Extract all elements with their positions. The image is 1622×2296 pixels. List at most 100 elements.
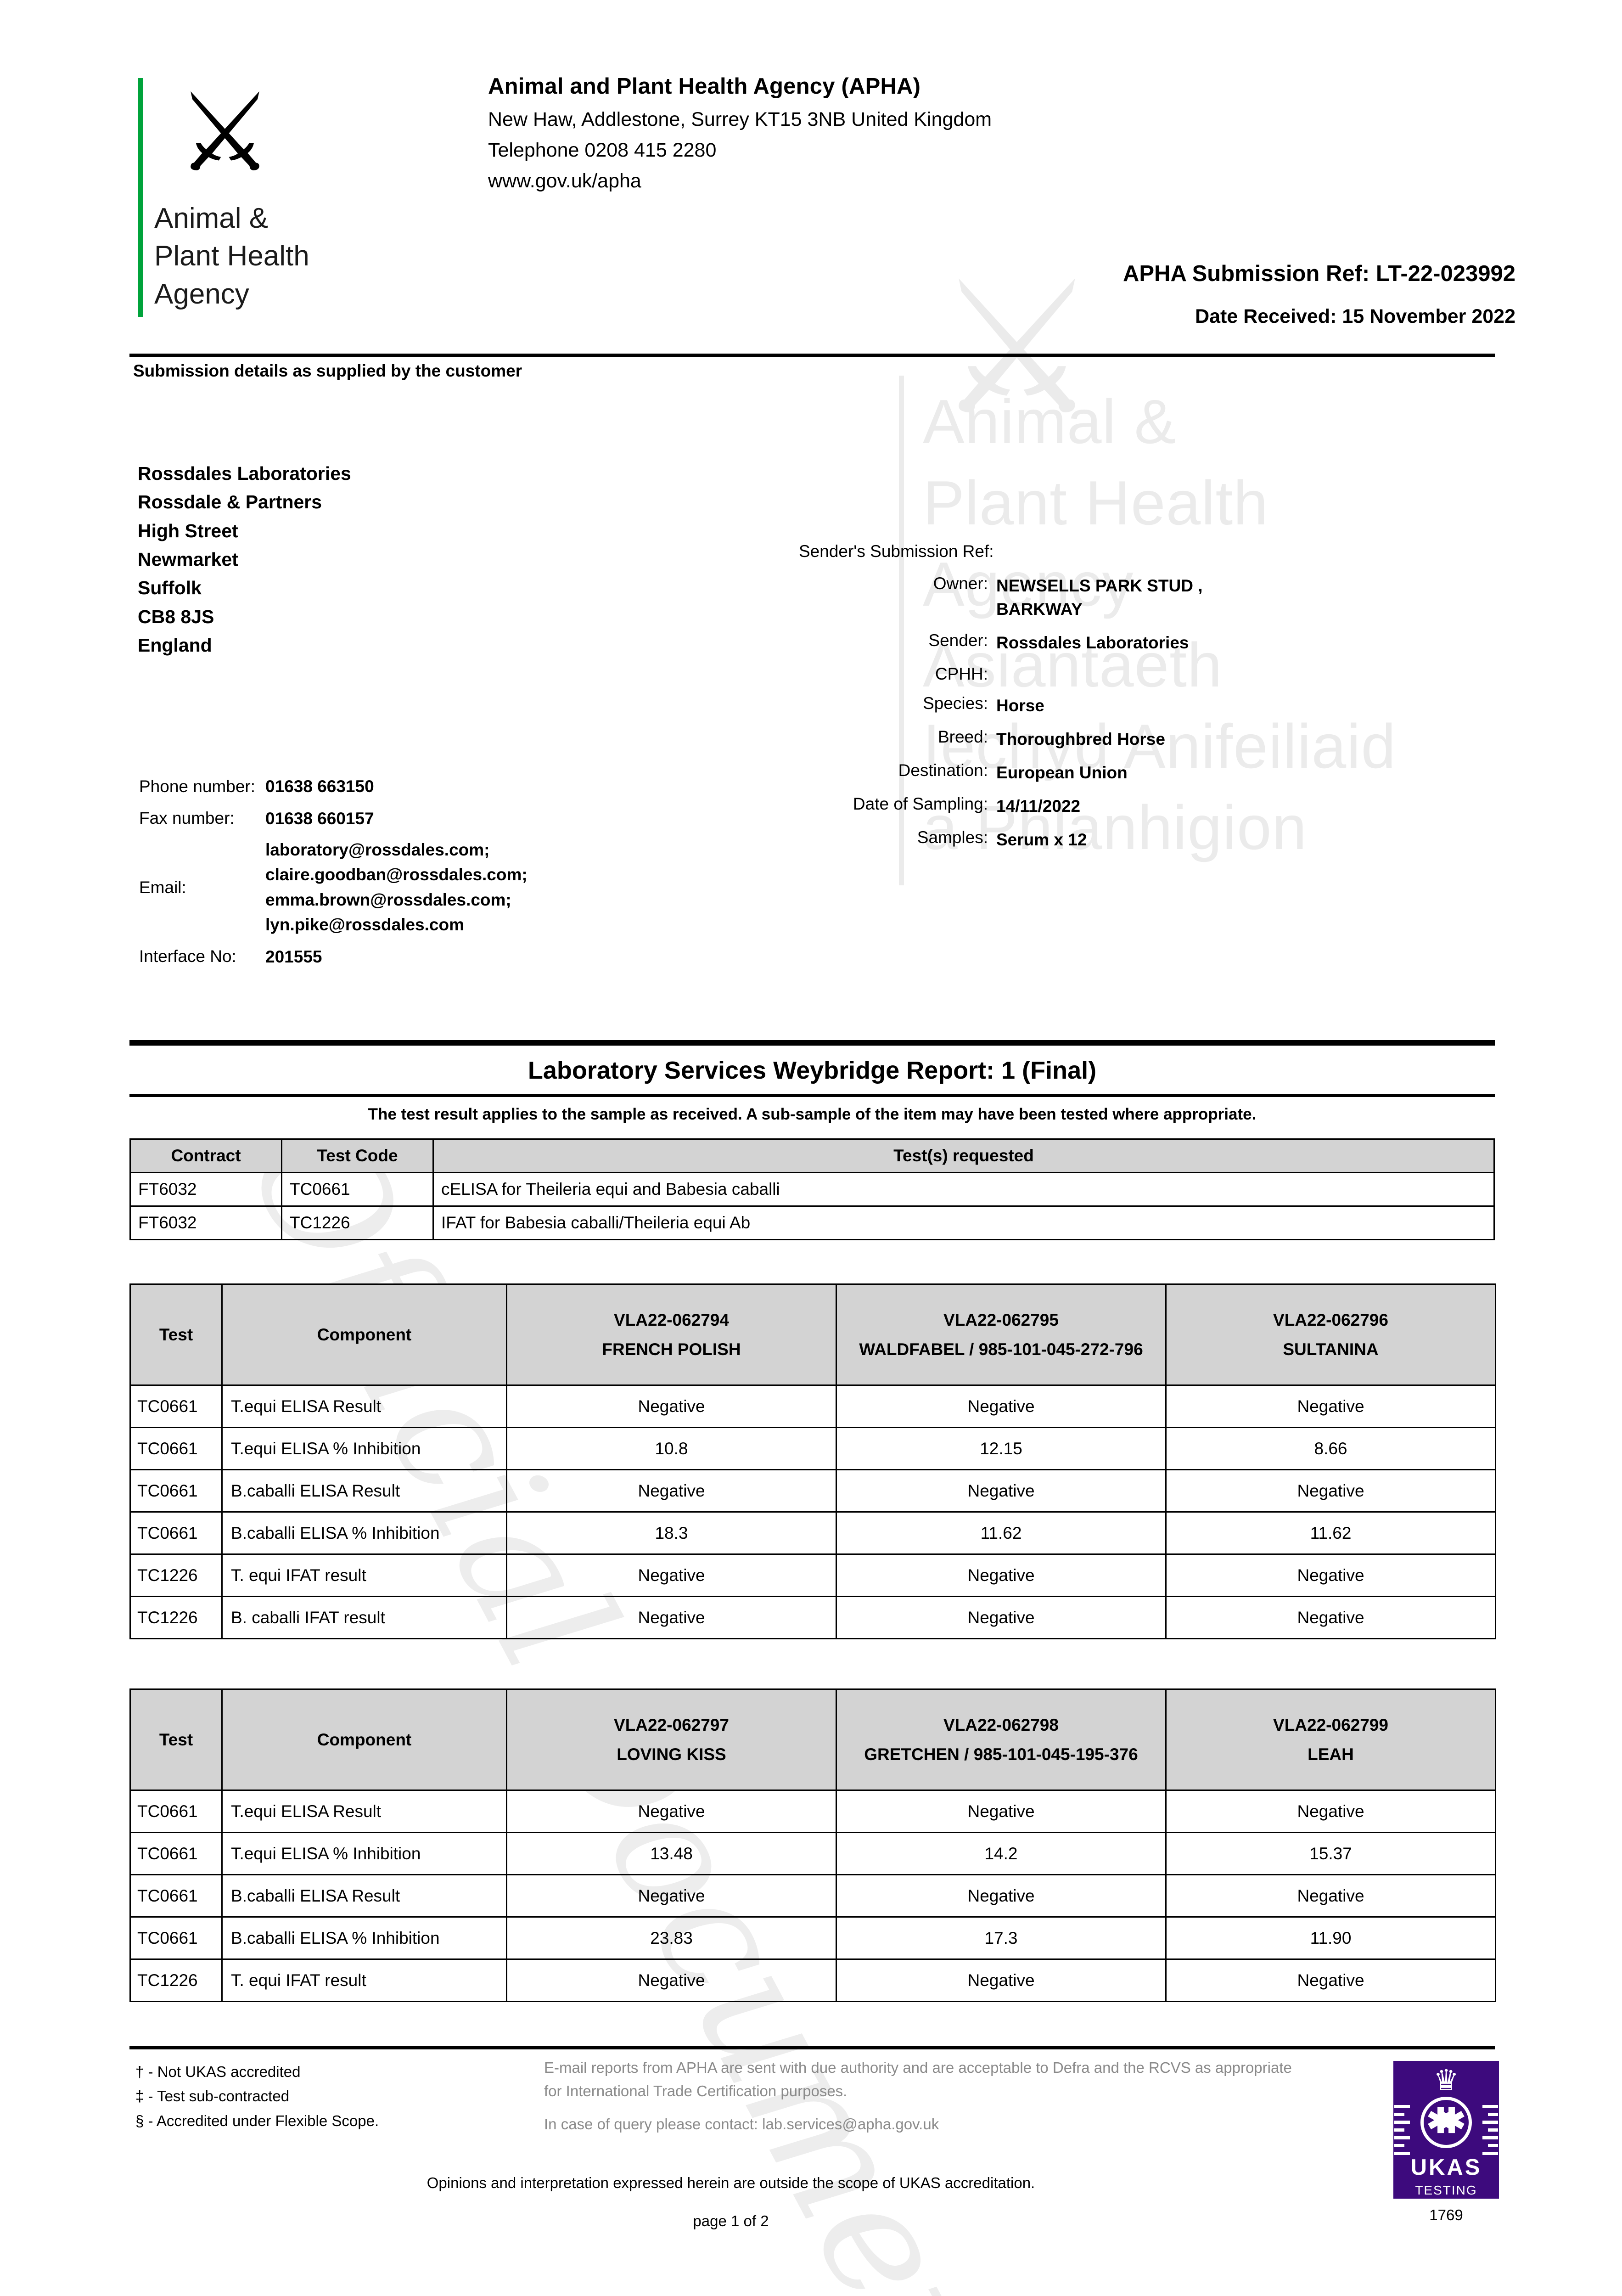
submission-details-heading: Submission details as supplied by the cu… — [133, 361, 522, 380]
results-table-1: Test Component VLA22-062794 FRENCH POLISH VL… — [129, 1283, 1496, 1639]
sample-column-header: VLA22-062797 LOVING KISS — [506, 1688, 837, 1791]
meta-row: Destination: European Union — [799, 761, 1414, 794]
component-cell: T.equi ELISA % Inhibition — [221, 1832, 507, 1875]
result-cell: 12.15 — [836, 1427, 1167, 1470]
table-row: TC0661 T.equi ELISA Result Negative Negativ… — [129, 1384, 1496, 1428]
meta-row: Breed: Thoroughbred Horse — [799, 727, 1414, 761]
contact-row: Fax number: 01638 660157 — [139, 806, 528, 838]
contact-row: Phone number: 01638 663150 — [139, 774, 528, 806]
royal-crest-icon: ⚔ — [176, 73, 274, 194]
results-2-header-row: Test Component VLA22-062797 LOVING KISS VLA2… — [129, 1688, 1496, 1791]
table-cell: FT6032 — [129, 1172, 282, 1207]
contact-row: Interface No: 201555 — [139, 944, 528, 976]
result-cell: Negative — [1165, 1596, 1496, 1639]
test-code-cell: TC1226 — [129, 1596, 223, 1639]
table-row: TC0661 B.caballi ELISA Result Negative Nega… — [129, 1469, 1496, 1513]
meta-row: CPHH: — [799, 664, 1414, 694]
meta-label: Species: — [923, 694, 988, 713]
result-cell: Negative — [836, 1596, 1167, 1639]
header-divider — [129, 354, 1495, 357]
column-header: Test Code — [281, 1138, 434, 1173]
result-cell: Negative — [506, 1596, 837, 1639]
result-cell: 11.62 — [1165, 1511, 1496, 1555]
organisation-details: Animal and Plant Health Agency (APHA) Ne… — [488, 73, 1498, 201]
results-table-2: Test Component VLA22-062797 LOVING KISS VLA2… — [129, 1688, 1496, 2002]
report-top-rule — [129, 1040, 1495, 1046]
meta-value: European Union — [996, 763, 1128, 782]
result-cell: Negative — [836, 1384, 1167, 1428]
page-number: page 1 of 2 — [693, 2212, 769, 2229]
meta-row: Date of Sampling: 14/11/2022 — [799, 794, 1414, 828]
meta-row: Species: Horse — [799, 694, 1414, 727]
contract-table: Contract Test Code Test(s) requested FT603… — [129, 1138, 1495, 1240]
meta-label: Breed: — [937, 727, 988, 747]
test-code-cell: TC0661 — [129, 1469, 223, 1513]
test-code-cell: TC0661 — [129, 1874, 223, 1918]
sample-column-header: VLA22-062799 LEAH — [1165, 1688, 1496, 1791]
component-cell: T. equi IFAT result — [221, 1553, 507, 1597]
result-cell: Negative — [506, 1553, 837, 1597]
submission-meta: Sender's Submission Ref: Owner: NEWSELLS … — [799, 542, 1414, 861]
submission-ref: APHA Submission Ref: LT-22-023992 — [1122, 261, 1515, 286]
table-row: FT6032 TC1226 IFAT for Babesia caballi/The… — [129, 1205, 1495, 1240]
footer-opinions-note: Opinions and interpretation expressed he… — [427, 2174, 1035, 2191]
table-row: TC1226 B. caballi IFAT result Negative Nega… — [129, 1596, 1496, 1639]
table-cell: TC1226 — [281, 1205, 434, 1240]
meta-label: CPHH: — [935, 664, 988, 684]
result-cell: Negative — [1165, 1874, 1496, 1918]
ukas-ticks-left-icon — [1394, 2105, 1410, 2160]
component-cell: B.caballi ELISA % Inhibition — [221, 1916, 507, 1960]
test-code-cell: TC0661 — [129, 1832, 223, 1875]
senders-submission-ref-label: Sender's Submission Ref: — [799, 542, 994, 561]
test-code-cell: TC0661 — [129, 1384, 223, 1428]
result-cell: Negative — [506, 1790, 837, 1833]
component-cell: T.equi ELISA Result — [221, 1790, 507, 1833]
footer-email-note-2: In case of query please contact: lab.ser… — [544, 2115, 939, 2133]
organisation-telephone: Telephone 0208 415 2280 — [488, 139, 717, 161]
table-row: FT6032 TC0661 cELISA for Theileria equi an… — [129, 1172, 1495, 1207]
result-cell: Negative — [1165, 1469, 1496, 1513]
test-code-cell: TC0661 — [129, 1790, 223, 1833]
ukas-ticks-right-icon — [1482, 2105, 1498, 2160]
contact-value: 201555 — [265, 947, 322, 966]
meta-label: Samples: — [917, 828, 988, 847]
component-cell: T. equi IFAT result — [221, 1958, 507, 2002]
component-cell: B. caballi IFAT result — [221, 1596, 507, 1639]
customer-contact-details: Phone number: 01638 663150 Fax number: 0163… — [139, 774, 782, 976]
contact-row: Email: laboratory@rossdales.com; claire.g… — [139, 838, 528, 944]
meta-row: Owner: NEWSELLS PARK STUD , BARKWAY — [799, 574, 1414, 631]
sample-column-header: VLA22-062794 FRENCH POLISH — [506, 1283, 837, 1386]
sample-id: VLA22-062798 — [943, 1715, 1059, 1734]
column-header: Component — [221, 1688, 507, 1791]
table-row: TC1226 T. equi IFAT result Negative Negativ… — [129, 1958, 1496, 2002]
sample-column-header: VLA22-062798 GRETCHEN / 985-101-045-195-3… — [836, 1688, 1167, 1791]
customer-address: Rossdales Laboratories Rossdale & Partne… — [138, 463, 351, 656]
meta-value: Horse — [996, 696, 1044, 715]
meta-row: Sender: Rossdales Laboratories — [799, 631, 1414, 664]
component-cell: B.caballi ELISA % Inhibition — [221, 1511, 507, 1555]
meta-value: Thoroughbred Horse — [996, 730, 1165, 749]
meta-label: Sender: — [928, 631, 988, 650]
table-row: TC0661 B.caballi ELISA % Inhibition 18.3 11… — [129, 1511, 1496, 1555]
result-cell: Negative — [1165, 1958, 1496, 2002]
meta-value: 14/11/2022 — [996, 797, 1081, 816]
meta-value: Rossdales Laboratories — [996, 633, 1189, 653]
ukas-logo: ♛ ✱ ✱ UKAS TESTING — [1393, 2061, 1499, 2199]
result-cell: 11.62 — [836, 1511, 1167, 1555]
meta-row: Samples: Serum x 12 — [799, 828, 1414, 861]
sample-column-header: VLA22-062795 WALDFABEL / 985-101-045-272-… — [836, 1283, 1167, 1386]
ukas-wordmark: UKAS — [1410, 2155, 1482, 2180]
table-cell: IFAT for Babesia caballi/Theileria equi … — [432, 1205, 1495, 1240]
column-header: Test — [129, 1688, 223, 1791]
sample-name: LOVING KISS — [617, 1745, 726, 1764]
column-header: Contract — [129, 1138, 282, 1173]
sample-id: VLA22-062794 — [614, 1310, 729, 1329]
result-cell: Negative — [506, 1469, 837, 1513]
test-code-cell: TC0661 — [129, 1916, 223, 1960]
organisation-website[interactable]: www.gov.uk/apha — [488, 170, 641, 192]
sample-id: VLA22-062797 — [614, 1715, 729, 1734]
result-cell: 15.37 — [1165, 1832, 1496, 1875]
ukas-accreditation-number: 1769 — [1429, 2206, 1463, 2223]
sample-id: VLA22-062799 — [1273, 1715, 1388, 1734]
results-1-header-row: Test Component VLA22-062794 FRENCH POLISH VL… — [129, 1283, 1496, 1386]
